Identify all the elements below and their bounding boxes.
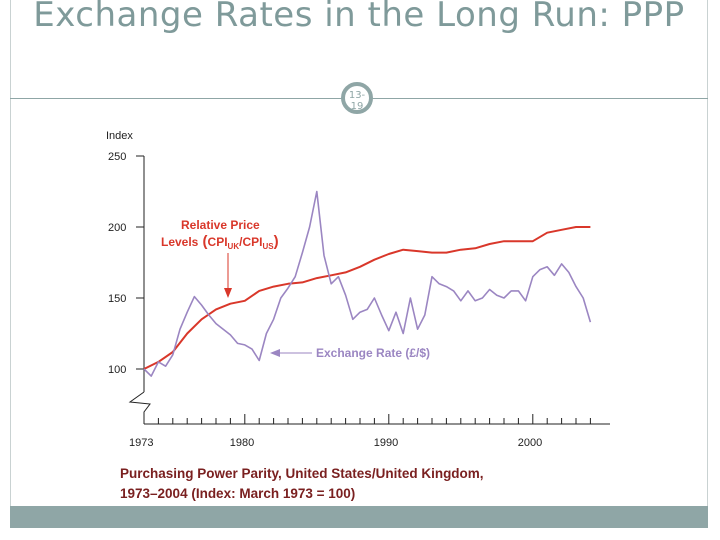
- slide-title: Exchange Rates in the Long Run: PPP: [33, 0, 685, 35]
- y-tick-label: 150: [108, 293, 126, 305]
- annotation-price-arrow-head: [224, 288, 232, 298]
- page-number-badge: 13-19: [341, 82, 373, 114]
- y-tick-label: 100: [108, 364, 126, 376]
- x-tick-label: 1990: [374, 437, 398, 449]
- caption-line-2: 1973–2004 (Index: March 1973 = 100): [120, 486, 356, 501]
- y-tick-label: 250: [108, 151, 126, 163]
- y-tick-label: 200: [108, 222, 126, 234]
- slide-frame: [10, 0, 708, 528]
- chart-caption: Purchasing Power Parity, United States/U…: [120, 464, 640, 504]
- chart-series: [143, 190, 592, 377]
- chart-axes: 100 150 200 250 1973 1980 1990 2000: [108, 151, 610, 449]
- annotation-levels: Levels (CPIUK/CPIUS): [161, 233, 279, 251]
- x-tick-label: 1980: [230, 437, 254, 449]
- footer-bar: [10, 506, 708, 528]
- annotation-cpi-us-sub: US: [262, 242, 274, 251]
- annotation-cpi-uk: CPI: [208, 235, 228, 249]
- annotation-relative-price: Relative Price: [181, 218, 260, 232]
- x-tick-label: 2000: [518, 437, 542, 449]
- annotation-exchange-rate: Exchange Rate (£/$): [316, 346, 430, 360]
- caption-line-1: Purchasing Power Parity, United States/U…: [120, 466, 484, 481]
- relative-price-line: [143, 226, 591, 370]
- annotation-levels-prefix: Levels: [161, 235, 199, 249]
- y-axis-label: Index: [106, 130, 133, 142]
- y-axis-break: [128, 391, 151, 424]
- annotation-fx-arrow-head: [270, 349, 280, 357]
- x-tick-label: 1973: [129, 437, 153, 449]
- exchange-rate-line: [143, 190, 592, 377]
- annotation-cpi-us: CPI: [242, 235, 262, 249]
- annotation-cpi-uk-sub: UK: [228, 242, 240, 251]
